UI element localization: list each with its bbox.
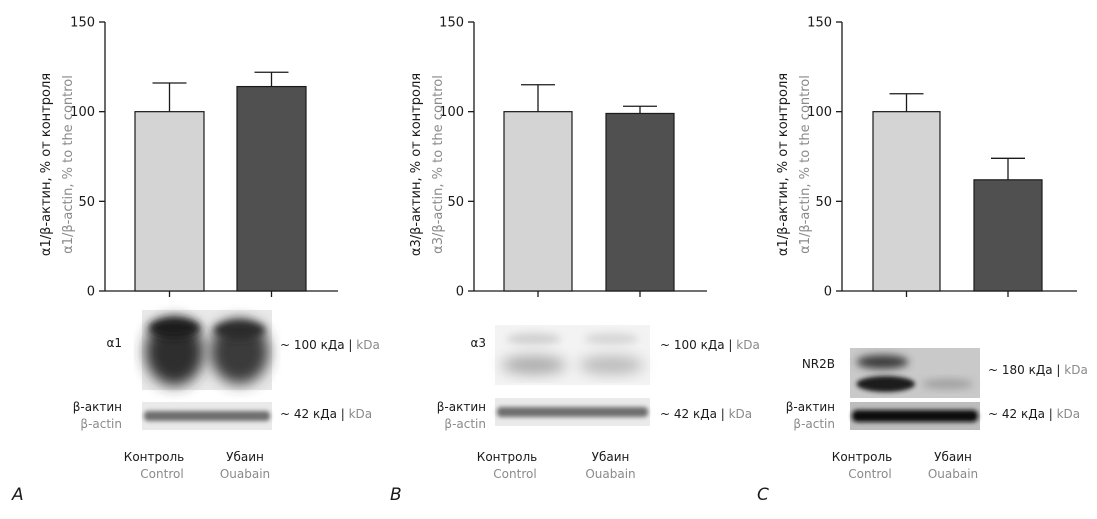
blot-target-size: ~ 100 кДа | kDa (660, 338, 760, 352)
y-tick-label: 100 (439, 105, 464, 120)
blot-target-size-ru: ~ 180 кДа | (988, 363, 1064, 377)
blot-loading-size-en: kDa (349, 407, 373, 421)
blot-band-control-top (506, 333, 561, 345)
blot-target-size-en: kDa (1064, 363, 1088, 377)
blot-loading-size-en: kDa (1057, 407, 1081, 421)
western-blot-target (495, 325, 650, 385)
category-label-ru: Контроль (477, 450, 537, 464)
chart-panel-c: 0 50 100 150 α1/β-актин, % от контроля α1/β-a… (757, 16, 1088, 506)
blot-target-size-ru: ~ 100 кДа | (660, 338, 736, 352)
category-label-ru: Убаин (226, 450, 264, 464)
y-axis-label-en: α1/β-actin, % to the control (61, 75, 76, 254)
blot-band-control (501, 356, 567, 374)
y-tick-label: 0 (87, 285, 95, 300)
blot-band-actin (144, 411, 270, 421)
y-tick-label: 150 (807, 16, 832, 31)
bar-ouabain (605, 112, 675, 292)
blot-loading-size: ~ 42 кДа | kDa (988, 407, 1080, 421)
blot-loading-size-ru: ~ 42 кДа | (988, 407, 1057, 421)
blot-target-size: ~ 180 кДа | kDa (988, 363, 1088, 377)
blot-loading-label-ru: β-актин (437, 400, 486, 414)
category-label-en: Ouabain (928, 467, 978, 481)
category-label-en: Control (493, 467, 536, 481)
blot-loading-size-en: kDa (729, 407, 753, 421)
blot-band-control-top (148, 318, 201, 338)
blot-loading-label-en: β-actin (793, 417, 835, 431)
category-label-ru: Контроль (124, 450, 184, 464)
western-blot-loading (495, 398, 650, 426)
y-tick-label: 50 (78, 195, 95, 210)
blot-band-control-top (856, 355, 909, 369)
y-tick-label: 0 (456, 285, 464, 300)
y-tick-label: 150 (70, 16, 95, 31)
western-blot-target (850, 348, 980, 398)
y-tick-label: 100 (70, 105, 95, 120)
bar-ouabain (236, 85, 307, 292)
blot-loading-size-ru: ~ 42 кДа | (660, 407, 729, 421)
bar-control (134, 111, 205, 292)
blot-band-actin (497, 407, 648, 417)
category-label-en: Ouabain (585, 467, 635, 481)
category-label-ru: Убаин (934, 450, 972, 464)
category-label-en: Control (848, 467, 891, 481)
panel-letter: C (757, 485, 769, 505)
blot-loading-label-ru: β-актин (73, 400, 122, 414)
blot-target-label: α1 (106, 336, 122, 350)
blot-target-label: α3 (470, 336, 486, 350)
blot-loading-label-en: β-actin (444, 417, 486, 431)
blot-band-ouabain (921, 379, 974, 389)
y-tick-label: 100 (807, 105, 832, 120)
y-axis-label-ru: α1/β-актин, % от контроля (776, 73, 791, 256)
blot-band-control (856, 376, 915, 392)
blot-target-size: ~ 100 кДа | kDa (280, 338, 380, 352)
blot-loading-label-en: β-actin (80, 417, 122, 431)
western-blot-loading (142, 402, 272, 430)
category-label-en: Control (140, 467, 183, 481)
bar-control (872, 111, 941, 292)
blot-target-size-en: kDa (356, 338, 380, 352)
chart-panel-a: 0 50 100 150 α1/β-актин, % от контроля α1/β-a… (11, 16, 380, 506)
western-blot-loading (850, 402, 980, 430)
blot-band-actin (852, 410, 978, 422)
y-tick-label: 50 (447, 195, 464, 210)
blot-loading-size-ru: ~ 42 кДа | (280, 407, 349, 421)
blot-band-ouabain (578, 356, 644, 374)
panel-letter: B (390, 485, 402, 505)
y-axis-label-ru: α3/β-актин, % от контроля (409, 73, 424, 256)
bar-ouabain (973, 179, 1043, 292)
y-axis-label-en: α1/β-actin, % to the control (798, 75, 813, 254)
panel-letter: A (11, 485, 24, 505)
western-blot-target (142, 310, 272, 390)
bar-control (503, 111, 573, 292)
blot-loading-size: ~ 42 кДа | kDa (660, 407, 752, 421)
y-tick-label: 50 (815, 195, 832, 210)
chart-panel-b: 0 50 100 150 α3/β-актин, % от контроля α3/β-a… (390, 16, 760, 506)
blot-loading-label-ru: β-актин (786, 400, 835, 414)
blot-target-size-ru: ~ 100 кДа | (280, 338, 356, 352)
y-axis-label-en: α3/β-actin, % to the control (431, 75, 446, 254)
blot-background (495, 325, 650, 385)
category-label-ru: Убаин (592, 450, 630, 464)
blot-target-size-en: kDa (736, 338, 760, 352)
blot-band-ouabain-top (584, 333, 639, 345)
y-tick-label: 0 (824, 285, 832, 300)
category-label-en: Ouabain (220, 467, 270, 481)
blot-band-ouabain-top (213, 321, 266, 339)
category-label-ru: Контроль (832, 450, 892, 464)
blot-loading-size: ~ 42 кДа | kDa (280, 407, 372, 421)
blot-target-label: NR2B (802, 357, 835, 371)
y-axis-label-ru: α1/β-актин, % от контроля (39, 73, 54, 256)
y-tick-label: 150 (439, 16, 464, 31)
